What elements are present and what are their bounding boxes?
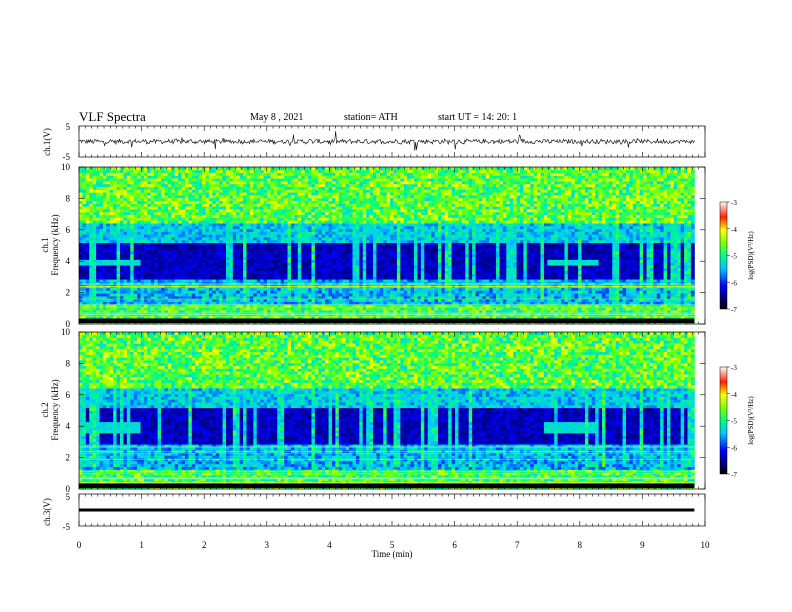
spec2-ytick-2: 2 <box>66 453 71 463</box>
ch1-ytick-top: 5 <box>66 122 71 132</box>
x-tick-4: 4 <box>327 540 332 550</box>
spec1-ytick-2: 2 <box>66 288 71 298</box>
ch3-waveform-panel: 5 -5 ch.3(V) 0 1 2 3 4 5 6 7 8 9 10 Time (min) <box>42 492 710 559</box>
ch1-spec-ylabel-frequency: Frequency (kHz) <box>50 214 60 275</box>
cb2-tick--6: -6 <box>731 444 737 452</box>
cb1-tick--3: -3 <box>731 199 737 207</box>
x-tick-0: 0 <box>77 540 82 550</box>
ch3-ylabel: ch.3(V) <box>42 498 52 526</box>
ch3-ytick-top: 5 <box>66 492 71 502</box>
x-axis-label: Time (min) <box>372 549 413 559</box>
x-tick-10: 10 <box>701 540 711 550</box>
ch1-ylabel: ch.1(V) <box>42 128 52 156</box>
ch3-ytick-bottom: -5 <box>63 522 71 532</box>
x-tick-2: 2 <box>202 540 207 550</box>
cb1-label: log(PSD)(V²/Hz) <box>747 231 755 280</box>
ch2-colorbar: -3 -4 -5 -6 -7 log(PSD)(V²/Hz) <box>720 364 755 479</box>
x-tick-6: 6 <box>452 540 457 550</box>
spec2-ytick-6: 6 <box>66 390 71 400</box>
spec1-ytick-6: 6 <box>66 225 71 235</box>
x-tick-9: 9 <box>640 540 645 550</box>
cb2-tick--4: -4 <box>731 391 737 399</box>
spec1-ytick-10: 10 <box>61 162 71 172</box>
ch1-colorbar: -3 -4 -5 -6 -7 log(PSD)(V²/Hz) <box>720 199 755 314</box>
ch1-waveform-panel: 5 -5 ch.1(V) <box>42 122 705 162</box>
x-tick-1: 1 <box>139 540 144 550</box>
cb2-label: log(PSD)(V²/Hz) <box>747 396 755 445</box>
ch2-spec-ylabel-channel: ch.2 <box>40 402 50 417</box>
ch1-spec-ylabel-channel: ch.1 <box>40 237 50 252</box>
x-tick-3: 3 <box>265 540 270 550</box>
cb1-tick--6: -6 <box>731 279 737 287</box>
spec1-ytick-8: 8 <box>66 193 71 203</box>
cb2-tick--3: -3 <box>731 364 737 372</box>
spec1-ytick-4: 4 <box>66 256 71 266</box>
x-tick-8: 8 <box>578 540 583 550</box>
x-tick-7: 7 <box>515 540 520 550</box>
ch1-ytick-bottom: -5 <box>63 152 71 162</box>
ch2-spec-ylabel-frequency: Frequency (kHz) <box>50 379 60 440</box>
cb2-tick--5: -5 <box>731 418 737 426</box>
spec2-ytick-4: 4 <box>66 421 71 431</box>
spec2-ytick-8: 8 <box>66 358 71 368</box>
cb1-tick--4: -4 <box>731 226 737 234</box>
cb1-tick--5: -5 <box>731 253 737 261</box>
cb1-tick--7: -7 <box>731 306 737 314</box>
cb2-tick--7: -7 <box>731 471 737 479</box>
spec2-ytick-10: 10 <box>61 327 71 337</box>
